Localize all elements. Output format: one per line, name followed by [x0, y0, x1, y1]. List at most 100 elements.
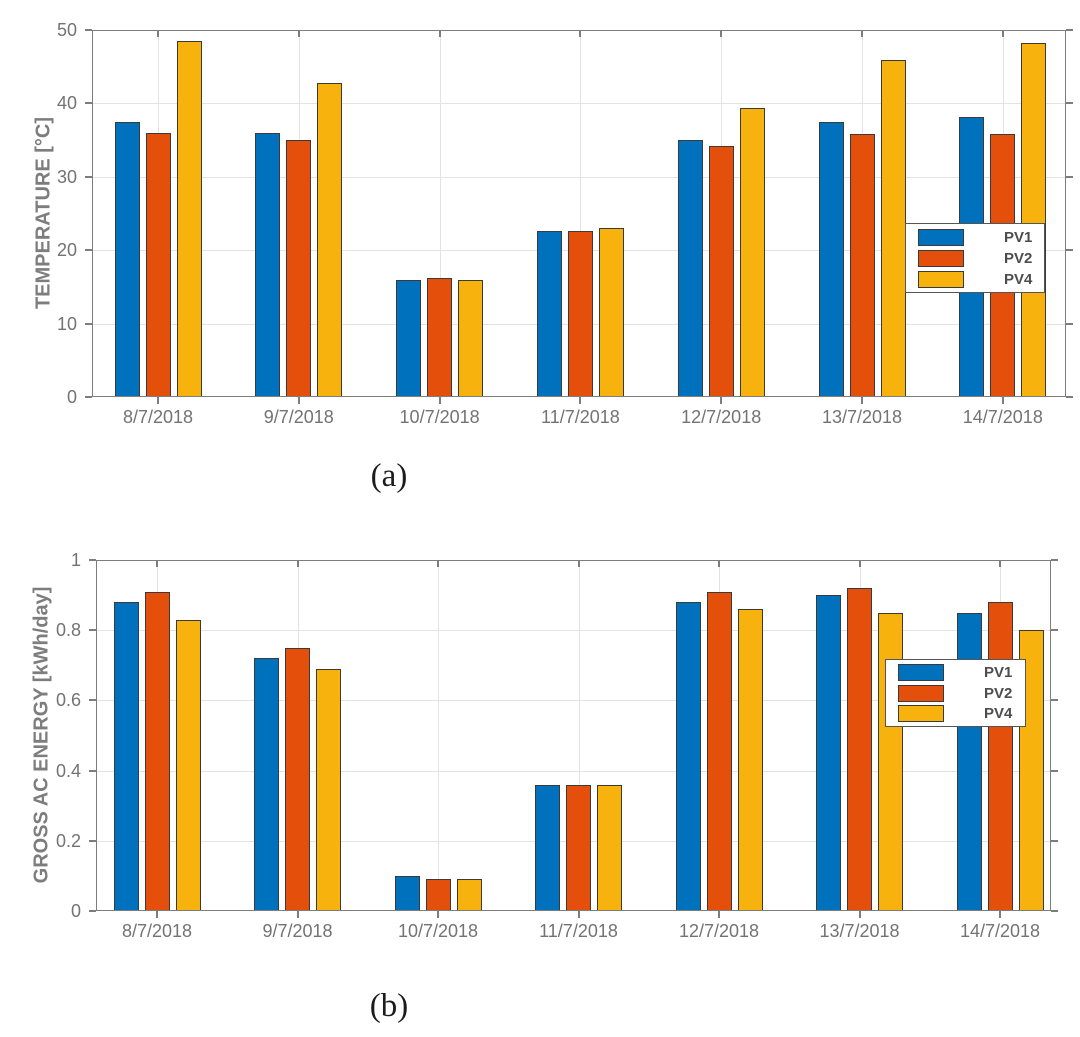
bar-pv1-8-7-2018 — [113, 602, 139, 911]
y-tick — [89, 769, 96, 772]
bar-pv1-10-7-2018 — [396, 279, 422, 397]
y-tick — [85, 29, 92, 31]
x-tick-label: 13/7/2018 — [821, 407, 903, 427]
bar-pv4-8-7-2018 — [176, 41, 202, 397]
y-tick-label: 0 — [70, 901, 81, 921]
legend-swatch-pv1 — [918, 228, 964, 246]
y-tick — [89, 699, 96, 702]
legend-swatch-pv4 — [918, 270, 964, 288]
y-tick-label: 1 — [70, 550, 81, 570]
x-tick-top — [579, 30, 582, 37]
x-tick — [720, 397, 723, 404]
legend-item-pv1: PV1 — [886, 663, 1025, 683]
y-tick-right — [1066, 322, 1073, 325]
v-gridline — [578, 560, 580, 911]
h-gridline — [96, 770, 1051, 772]
plot-area-b — [96, 560, 1051, 911]
x-tick-label: 10/7/2018 — [397, 921, 479, 941]
legend-item-pv2: PV2 — [886, 683, 1025, 703]
x-tick-top — [718, 560, 720, 567]
bar-pv1-9-7-2018 — [254, 658, 279, 911]
y-tick — [89, 559, 96, 561]
caption-b: (b) — [369, 988, 409, 1024]
bar-pv4-9-7-2018 — [316, 668, 341, 911]
y-tick — [85, 249, 92, 252]
bar-pv4-14-7-2018 — [1021, 43, 1047, 397]
x-tick-top — [1001, 30, 1004, 37]
x-tick-top — [157, 30, 159, 37]
x-tick — [999, 911, 1001, 918]
x-tick-label: 8/7/2018 — [121, 921, 193, 941]
y-tick-right — [1051, 629, 1058, 632]
bar-pv4-13-7-2018 — [878, 612, 903, 911]
caption-a: (a) — [370, 458, 408, 494]
x-tick-label: 14/7/2018 — [962, 407, 1043, 427]
legend-item-pv2: PV2 — [906, 248, 1044, 268]
y-tick — [89, 629, 96, 632]
h-gridline — [92, 176, 1066, 178]
x-tick-top — [437, 560, 439, 567]
x-tick-label: 9/7/2018 — [262, 921, 333, 941]
legend-swatch-pv2 — [918, 249, 964, 267]
legend-swatch-pv4 — [898, 705, 944, 722]
legend-label-pv1: PV1 — [984, 664, 1013, 681]
x-tick-top — [297, 30, 300, 37]
x-tick — [437, 911, 439, 918]
bar-pv2-10-7-2018 — [425, 879, 451, 911]
y-tick-right — [1066, 249, 1073, 252]
x-tick-top — [999, 560, 1001, 567]
bar-pv4-9-7-2018 — [317, 82, 343, 397]
x-tick-label: 11/7/2018 — [539, 921, 618, 941]
y-tick-label: 10 — [56, 313, 77, 334]
y-tick-label: 20 — [56, 240, 77, 261]
legend-label-pv1: PV1 — [1004, 228, 1033, 246]
bar-pv1-9-7-2018 — [255, 132, 281, 397]
x-tick-top — [861, 30, 863, 37]
y-tick-label: 50 — [56, 20, 77, 40]
x-tick-label: 11/7/2018 — [541, 407, 620, 427]
x-tick-label: 9/7/2018 — [263, 407, 334, 427]
v-gridline — [580, 30, 582, 397]
x-tick-top — [438, 30, 441, 37]
y-tick-label: 0.2 — [55, 830, 81, 851]
legend-label-pv4: PV4 — [984, 705, 1013, 722]
y-tick — [85, 322, 92, 325]
y-tick-label: 30 — [56, 166, 77, 187]
bar-pv4-13-7-2018 — [880, 60, 906, 397]
bar-pv4-10-7-2018 — [456, 879, 482, 911]
x-tick — [438, 397, 441, 404]
bar-pv2-9-7-2018 — [286, 140, 312, 397]
bar-pv1-14-7-2018 — [956, 612, 982, 911]
bar-pv2-11-7-2018 — [566, 784, 591, 911]
x-tick — [1001, 397, 1004, 404]
legend-a: PV1 PV2 PV4 — [905, 223, 1045, 293]
x-tick — [579, 397, 582, 404]
x-tick — [858, 911, 861, 918]
legend-swatch-pv2 — [898, 684, 944, 702]
y-tick — [89, 910, 96, 912]
h-gridline — [92, 103, 1066, 105]
x-tick-top — [720, 30, 723, 37]
x-tick-label: 12/7/2018 — [678, 921, 760, 941]
y-tick — [89, 839, 96, 842]
bar-pv1-13-7-2018 — [818, 122, 844, 397]
legend-item-pv4: PV4 — [906, 269, 1044, 289]
legend-label-pv2: PV2 — [1004, 249, 1033, 267]
bar-pv2-8-7-2018 — [145, 132, 171, 397]
y-tick-label: 40 — [56, 93, 77, 114]
h-gridline — [96, 700, 1051, 702]
x-tick — [157, 397, 159, 404]
legend-item-pv1: PV1 — [906, 227, 1044, 247]
y-tick-label: 0.6 — [55, 690, 81, 711]
y-tick-label: 0.4 — [55, 760, 81, 781]
bar-pv4-11-7-2018 — [597, 784, 622, 911]
bar-pv2-10-7-2018 — [427, 278, 453, 397]
y-tick — [85, 175, 92, 178]
legend-label-pv4: PV4 — [1004, 270, 1033, 288]
y-tick-label: 0 — [66, 387, 77, 407]
y-tick-right — [1051, 699, 1058, 702]
x-tick — [577, 911, 580, 918]
x-tick-label: 8/7/2018 — [122, 407, 194, 427]
bar-pv4-12-7-2018 — [739, 107, 765, 397]
